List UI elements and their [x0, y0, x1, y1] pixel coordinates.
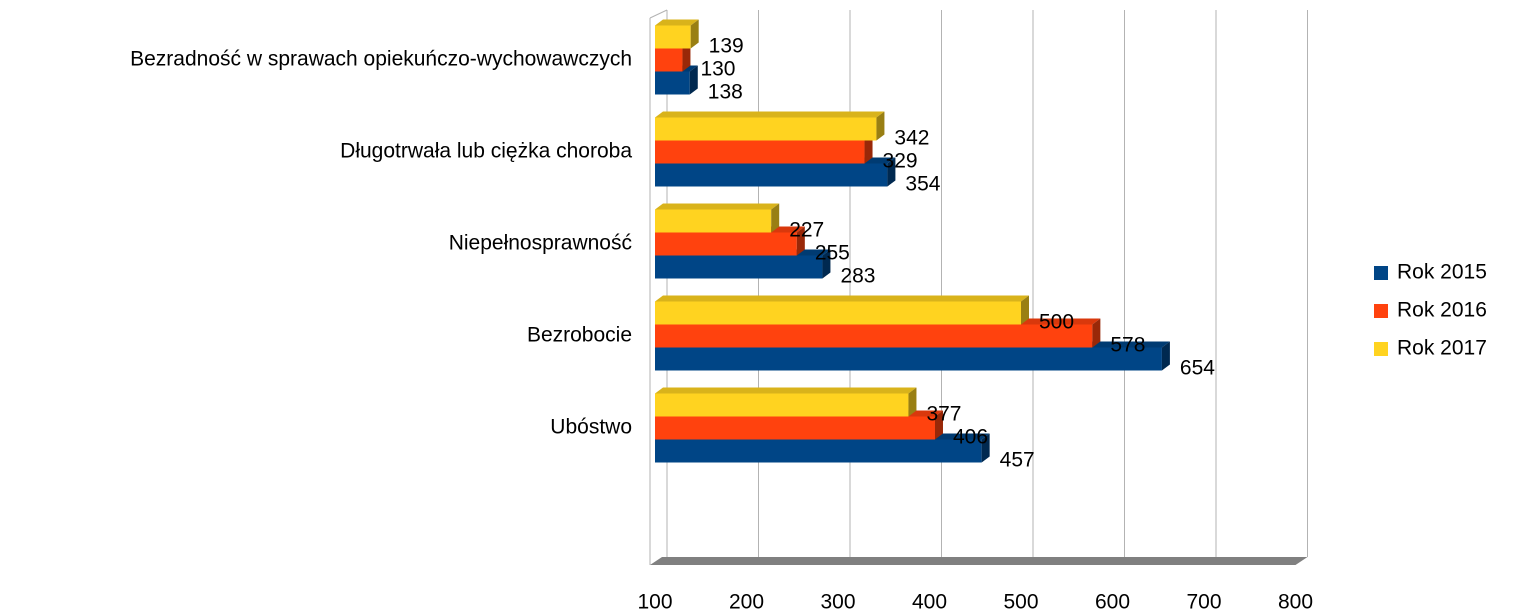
value-label: 283 — [840, 265, 875, 288]
bar-top — [655, 295, 1029, 302]
bar — [655, 25, 691, 49]
value-label: 377 — [926, 403, 961, 426]
legend-label: Rok 2017 — [1397, 337, 1487, 360]
x-tick-label: 600 — [1095, 591, 1130, 614]
value-label: 130 — [700, 58, 735, 81]
value-label: 457 — [1000, 449, 1035, 472]
category-label: Bezradność w sprawach opiekuńczo-wychowa… — [130, 48, 632, 71]
bar-side — [771, 203, 780, 233]
value-label: 139 — [709, 35, 744, 58]
x-tick-label: 800 — [1278, 591, 1313, 614]
bar-side — [682, 42, 691, 72]
bar — [655, 71, 690, 95]
bar — [655, 163, 888, 187]
bar-side — [690, 19, 699, 49]
bar — [655, 232, 797, 256]
bar — [655, 140, 865, 164]
legend-label: Rok 2016 — [1397, 299, 1487, 322]
legend-swatch — [1374, 342, 1388, 356]
bar-side — [1161, 341, 1170, 371]
bar-top — [655, 203, 780, 210]
value-label: 329 — [883, 150, 918, 173]
x-tick-label: 200 — [729, 591, 764, 614]
bar — [655, 393, 909, 417]
bar-side — [1021, 295, 1029, 325]
bar — [655, 255, 823, 279]
bar-side — [981, 433, 990, 463]
category-label: Niepełnosprawność — [449, 232, 632, 255]
bar — [655, 209, 772, 233]
bar — [655, 117, 877, 141]
value-label: 342 — [894, 127, 929, 150]
bar-side — [796, 226, 805, 256]
x-tick-label: 500 — [1003, 591, 1038, 614]
bar — [655, 301, 1021, 325]
bar-top — [655, 19, 699, 26]
bar — [655, 439, 982, 463]
value-label: 406 — [953, 426, 988, 449]
bar-top — [655, 387, 917, 394]
x-tick-label: 300 — [820, 591, 855, 614]
bar-side — [822, 249, 831, 279]
legend-label: Rok 2015 — [1397, 261, 1487, 284]
left-wall — [649, 9, 668, 19]
bar-side — [908, 387, 917, 417]
legend-swatch — [1374, 266, 1388, 280]
value-label: 354 — [905, 173, 940, 196]
bar — [655, 347, 1162, 371]
value-label: 500 — [1039, 311, 1074, 334]
bar — [655, 416, 935, 440]
bar — [655, 48, 683, 72]
value-label: 227 — [789, 219, 824, 242]
floor — [650, 557, 1308, 565]
value-label: 255 — [815, 242, 850, 265]
bar-side — [1092, 318, 1101, 348]
value-label: 654 — [1180, 357, 1215, 380]
legend-swatch — [1374, 304, 1388, 318]
category-label: Długotrwała lub ciężka choroba — [340, 140, 632, 163]
x-tick-label: 400 — [912, 591, 947, 614]
bar — [655, 324, 1093, 348]
x-tick-label: 700 — [1186, 591, 1221, 614]
bar-side — [689, 65, 698, 95]
x-tick-label: 100 — [637, 591, 672, 614]
bar-side — [864, 134, 873, 164]
category-label: Bezrobocie — [527, 324, 632, 347]
value-label: 138 — [708, 81, 743, 104]
bar-side — [876, 111, 885, 141]
value-label: 578 — [1110, 334, 1145, 357]
bar-side — [934, 410, 943, 440]
bar-side — [887, 157, 896, 187]
bar-top — [655, 111, 885, 118]
category-label: Ubóstwo — [550, 416, 632, 439]
